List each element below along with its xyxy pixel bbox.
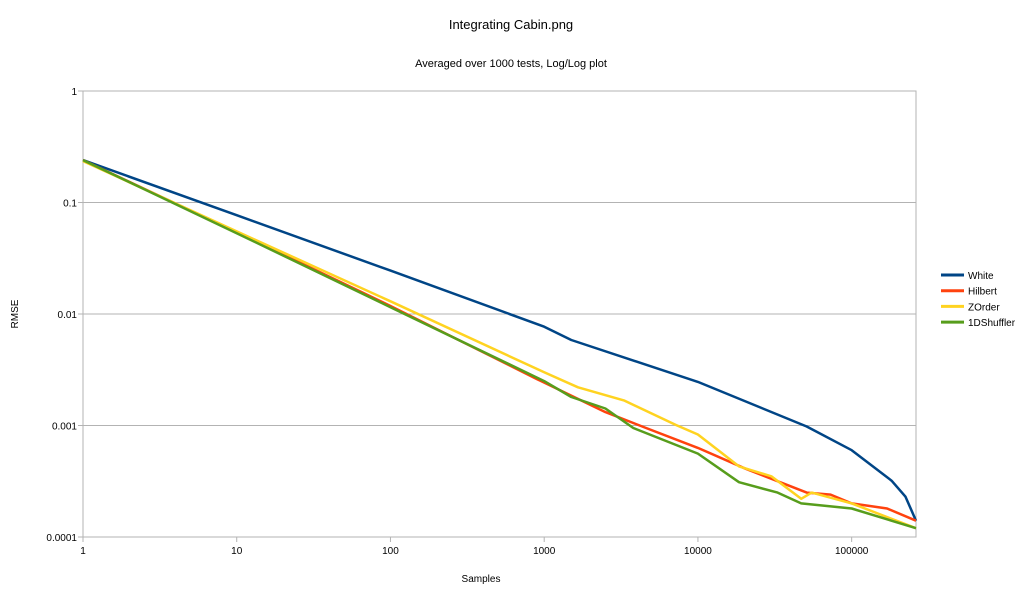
y-axis: 1 0.1 0.01 0.001 0.0001: [46, 87, 83, 544]
chart-title: Integrating Cabin.png: [449, 17, 573, 32]
series-line-hilbert: [82, 158, 917, 522]
series-lines: [82, 158, 918, 530]
gridlines: [83, 90, 916, 538]
series-line-1dshuffler: [82, 158, 917, 530]
y-tick-label: 0.0001: [46, 533, 77, 544]
legend-label: ZOrder: [968, 302, 1000, 313]
chart-subtitle: Averaged over 1000 tests, Log/Log plot: [415, 58, 607, 70]
x-axis-label: Samples: [462, 574, 501, 585]
y-tick-label: 1: [71, 87, 77, 98]
x-tick-label: 1000: [533, 546, 556, 557]
legend-label: White: [968, 271, 994, 282]
legend: White Hilbert ZOrder 1DShuffler: [941, 271, 1016, 329]
legend-label: 1DShuffler: [968, 318, 1016, 329]
x-tick-label: 10000: [684, 546, 712, 557]
x-axis: 1 10 100 1000 10000 100000: [80, 537, 869, 557]
series-line-zorder: [82, 159, 917, 530]
y-tick-label: 0.1: [63, 199, 77, 210]
y-tick-label: 0.01: [58, 310, 78, 321]
x-tick-label: 100000: [835, 546, 869, 557]
y-tick-label: 0.001: [52, 422, 77, 433]
series-line-white: [82, 158, 918, 522]
x-tick-label: 100: [382, 546, 399, 557]
x-tick-label: 10: [231, 546, 243, 557]
x-tick-label: 1: [80, 546, 86, 557]
y-axis-label: RMSE: [10, 299, 21, 328]
legend-label: Hilbert: [968, 287, 997, 298]
